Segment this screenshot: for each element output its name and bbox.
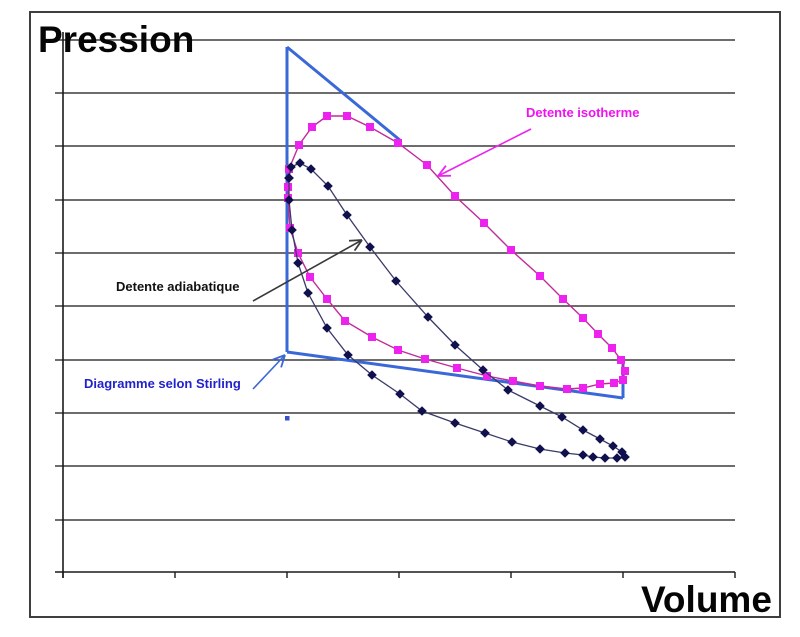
x-axis-title: Volume — [641, 579, 772, 620]
annotation-label: Detente isotherme — [526, 105, 640, 120]
annotation-label: Diagramme selon Stirling — [84, 376, 241, 391]
y-axis-title: Pression — [38, 19, 195, 60]
chart-border — [29, 11, 781, 618]
annotation-label: Detente adiabatique — [116, 279, 240, 294]
